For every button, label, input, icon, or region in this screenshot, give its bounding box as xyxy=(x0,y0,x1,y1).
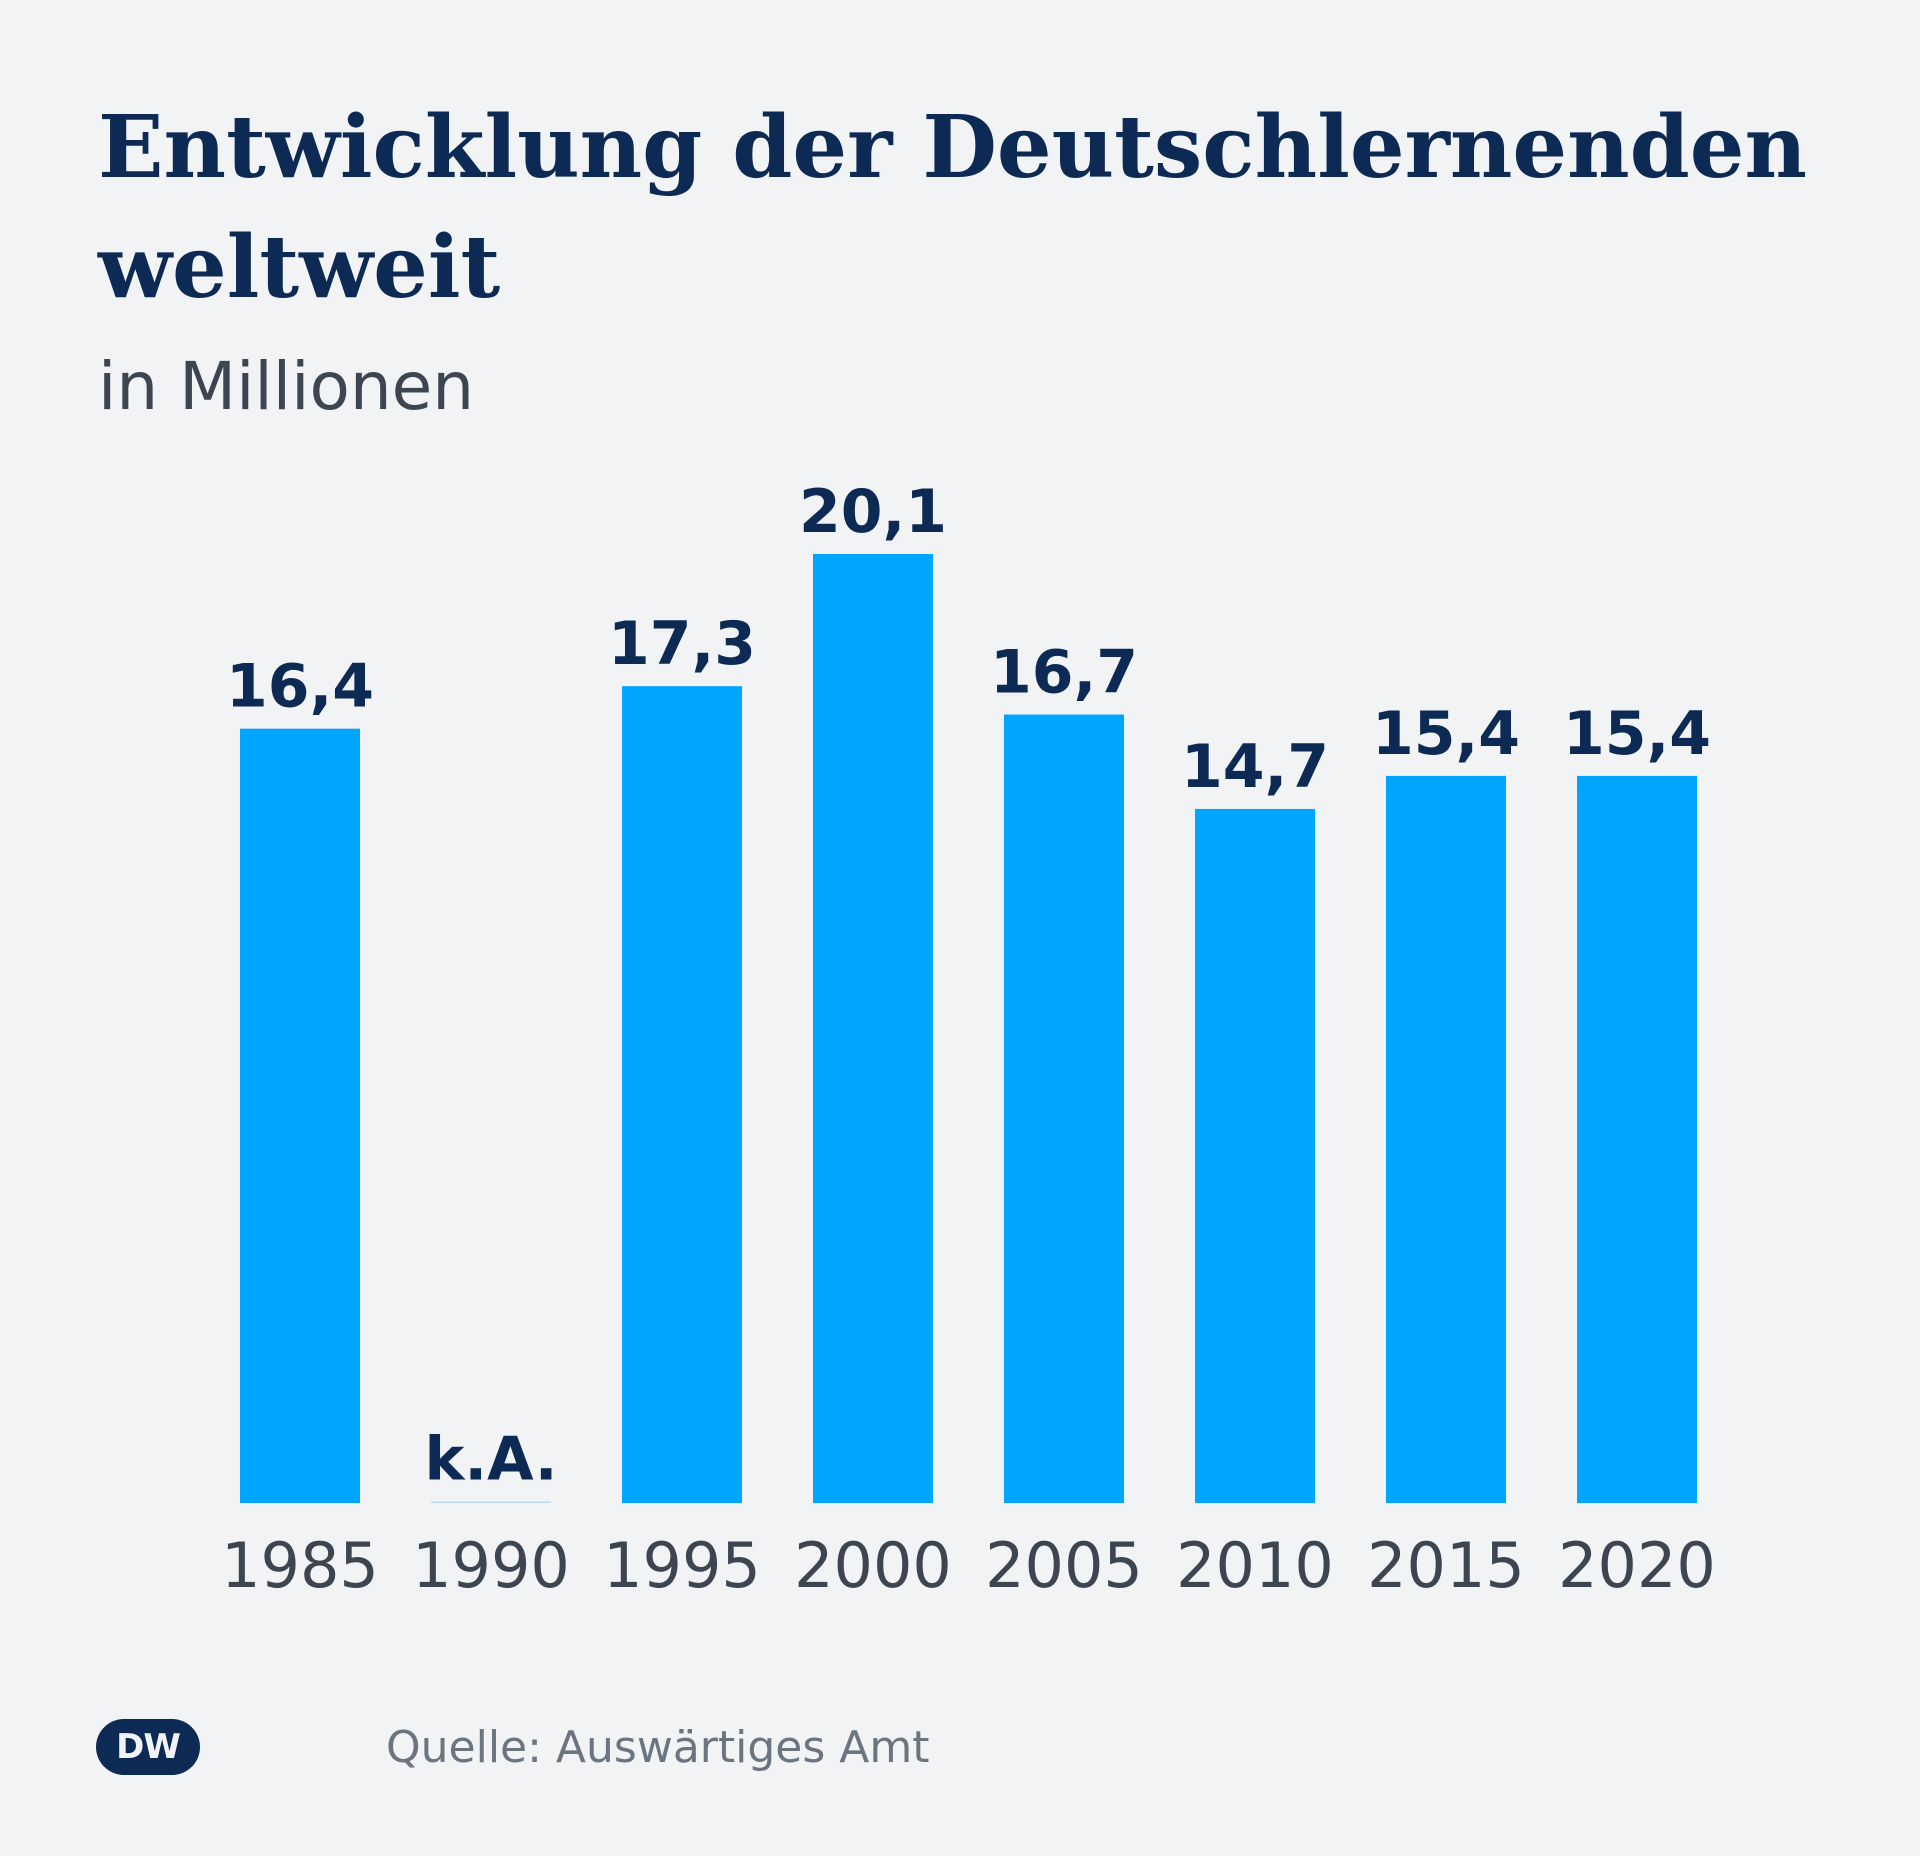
x-tick-2020: 2020 xyxy=(1558,1529,1716,1602)
x-tick-2015: 2015 xyxy=(1367,1529,1525,1602)
chart-title: Entwicklung der Deutschlernenden weltwei… xyxy=(98,97,1808,318)
bar-2015 xyxy=(1386,775,1506,1503)
value-label-1985: 16,4 xyxy=(226,652,374,722)
x-tick-2000: 2000 xyxy=(794,1529,952,1602)
x-tick-labels-group: 1985 1990 1995 2000 2005 2010 2015 2020 xyxy=(221,1529,1716,1602)
bar-2000 xyxy=(813,554,933,1503)
chart-subtitle: in Millionen xyxy=(98,348,475,425)
x-tick-1985: 1985 xyxy=(221,1529,379,1602)
value-label-2020: 15,4 xyxy=(1563,699,1711,769)
value-label-2015: 15,4 xyxy=(1372,699,1520,769)
value-label-1995: 17,3 xyxy=(608,609,756,679)
bar-2005 xyxy=(1004,714,1124,1503)
value-label-2010: 14,7 xyxy=(1181,732,1329,802)
source-note: Quelle: Auswärtiges Amt xyxy=(386,1721,930,1773)
bar-plot: 16,4 k.A. 17,3 20,1 16,7 14,7 15,4 15,4 1985 199… xyxy=(221,477,1716,1602)
value-labels-group: 16,4 k.A. 17,3 20,1 16,7 14,7 15,4 15,4 xyxy=(226,477,1711,1495)
bar-1995 xyxy=(622,686,742,1503)
bars-group xyxy=(240,554,1697,1503)
bar-1990 xyxy=(431,1501,551,1503)
dw-logo: DW xyxy=(96,1719,200,1775)
footer: DW Quelle: Auswärtiges Amt xyxy=(96,1714,929,1780)
x-tick-1995: 1995 xyxy=(603,1529,761,1602)
value-label-1990: k.A. xyxy=(424,1425,557,1495)
bar-2010 xyxy=(1195,808,1315,1503)
value-label-2005: 16,7 xyxy=(990,638,1138,708)
x-tick-2005: 2005 xyxy=(985,1529,1143,1602)
value-label-2000: 20,1 xyxy=(799,477,947,547)
x-tick-2010: 2010 xyxy=(1176,1529,1334,1602)
bar-1985 xyxy=(240,728,360,1503)
bar-2020 xyxy=(1577,775,1697,1503)
x-tick-1990: 1990 xyxy=(412,1529,570,1602)
